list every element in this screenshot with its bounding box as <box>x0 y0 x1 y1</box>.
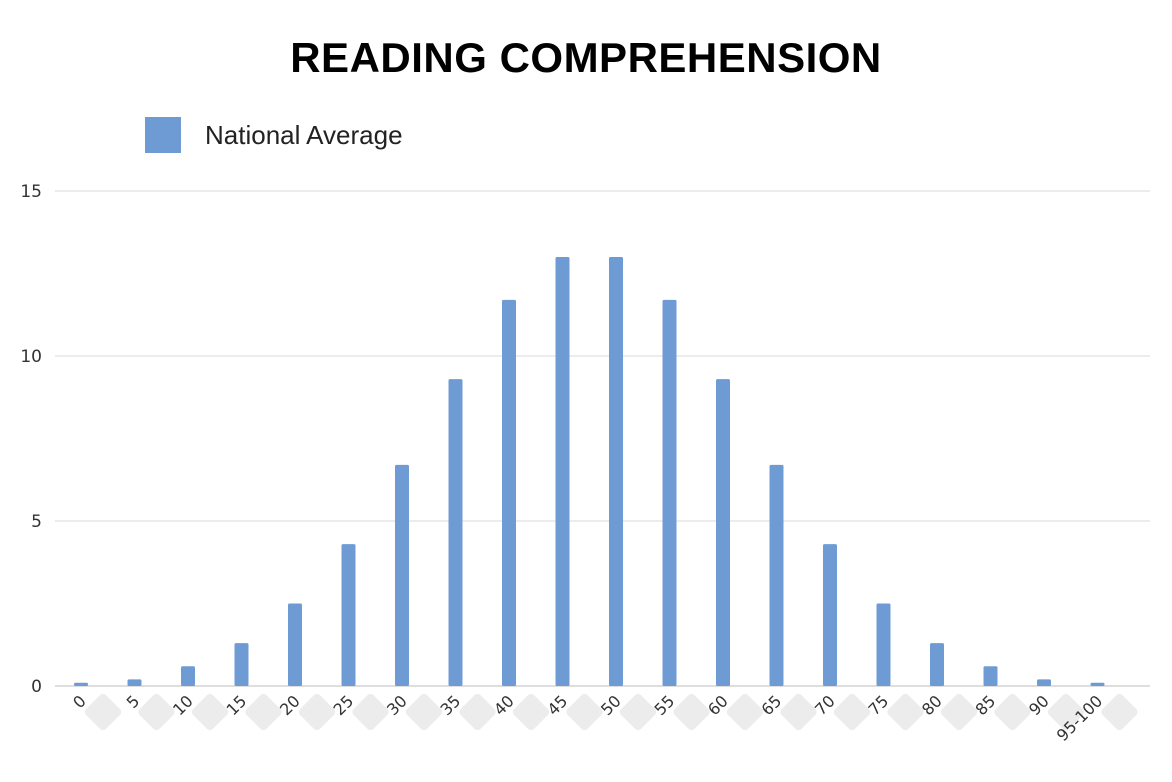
gridlines <box>55 190 1150 687</box>
bar <box>448 379 463 686</box>
bar <box>127 679 142 686</box>
legend: National Average <box>145 117 403 153</box>
legend-swatch <box>145 117 181 153</box>
x-tick-background <box>833 693 871 731</box>
y-tick-label: 5 <box>31 512 42 532</box>
bar <box>876 603 891 686</box>
x-tick-background <box>298 693 336 731</box>
bar <box>662 299 677 686</box>
bar <box>288 603 302 686</box>
x-tick-background <box>405 693 443 731</box>
bar <box>341 544 356 686</box>
x-tick-background <box>191 693 229 731</box>
y-tick-label: 15 <box>20 182 42 202</box>
bar <box>609 257 623 686</box>
y-tick-label: 0 <box>31 677 42 697</box>
bar <box>930 643 944 686</box>
bar <box>1090 682 1105 686</box>
x-tick-background <box>352 693 389 731</box>
x-tick-background <box>780 693 817 731</box>
x-tick-background <box>619 693 657 731</box>
bars <box>74 257 1105 686</box>
x-tick-background <box>512 693 550 731</box>
bar <box>502 299 516 686</box>
x-tick-background <box>245 693 282 731</box>
x-tick-background <box>726 693 764 731</box>
bar <box>769 464 784 686</box>
bar <box>395 464 409 686</box>
y-axis-labels: 0 5 10 15 <box>20 182 42 697</box>
x-tick-background <box>459 693 496 731</box>
chart-title: READING COMPREHENSION <box>290 34 882 81</box>
y-tick-label: 10 <box>20 347 42 367</box>
x-tick-background <box>673 693 710 731</box>
x-tick-background <box>566 693 603 731</box>
bar <box>555 257 570 686</box>
bar <box>181 666 195 686</box>
bar <box>1037 679 1051 686</box>
x-tick-background <box>1101 693 1138 731</box>
bar <box>74 682 88 686</box>
legend-label: National Average <box>205 119 403 150</box>
x-tick-background <box>138 693 175 731</box>
bar <box>234 643 249 686</box>
x-tick-background <box>887 693 924 731</box>
bar <box>716 379 730 686</box>
x-tick-background <box>84 693 122 731</box>
x-axis-label-backgrounds <box>84 693 1138 731</box>
x-tick-background <box>994 693 1031 731</box>
bar <box>823 544 837 686</box>
x-tick-background <box>940 693 978 731</box>
x-tick-background <box>1047 693 1085 731</box>
bar <box>983 666 998 686</box>
